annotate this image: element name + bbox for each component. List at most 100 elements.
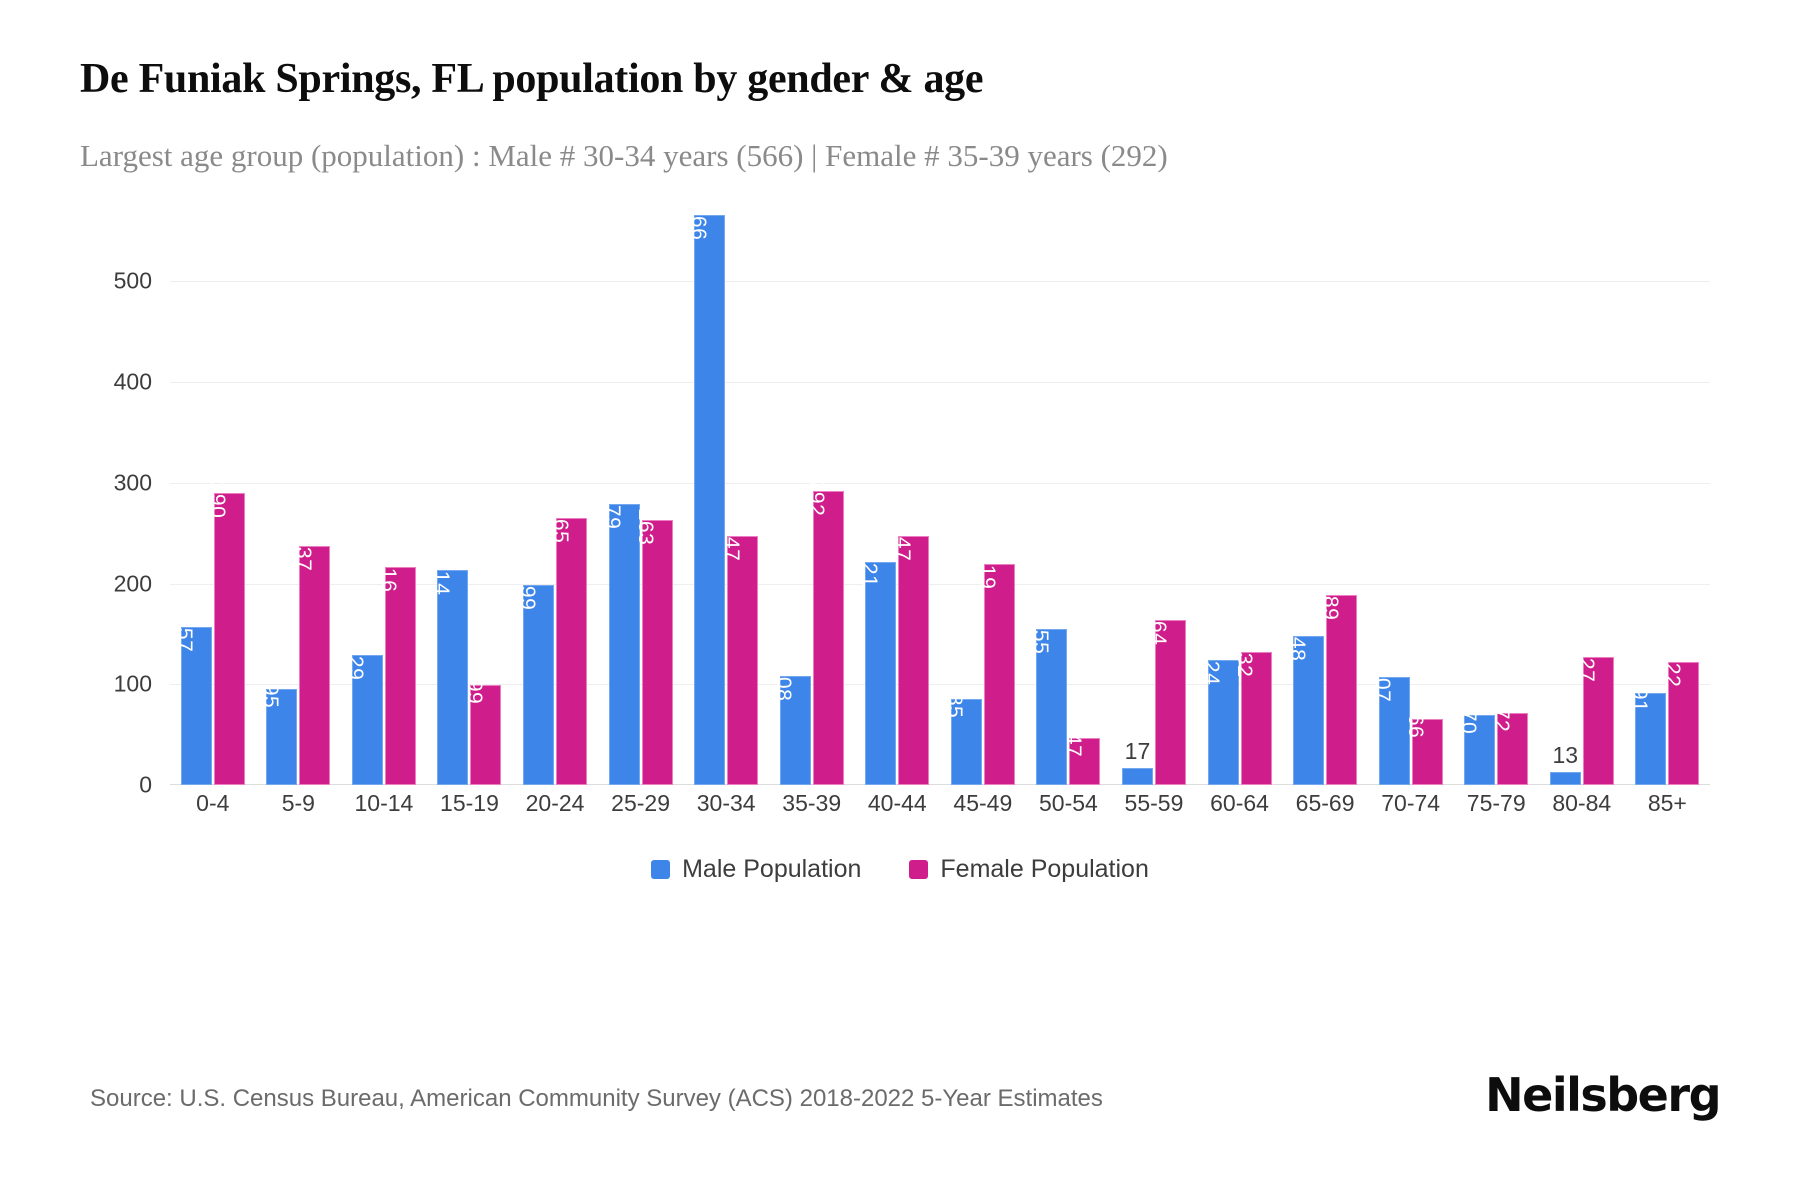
bar-male[interactable]: 221 — [858, 551, 897, 785]
x-axis-tick-label: 10-14 — [354, 790, 414, 816]
bar-value-label: 214 — [429, 558, 453, 595]
bar-group: 95 237 — [256, 215, 342, 785]
bar-female[interactable]: 292 — [805, 480, 844, 785]
bar-female[interactable]: 219 — [976, 553, 1015, 785]
x-axis-tick-label: 0-4 — [196, 790, 230, 816]
legend-label-male: Male Population — [682, 855, 862, 883]
plot-area: 0 100 200 300 400 500 157 290 95 237 129 216 214 99 1… — [114, 204, 1710, 798]
bar-value-label: 124 — [1200, 648, 1224, 686]
chart-legend: Male Population Female Population — [0, 855, 1800, 884]
bar-female[interactable]: 66 — [1404, 713, 1443, 785]
bar-male[interactable]: 129 — [344, 644, 383, 785]
x-axis-tick-label: 85+ — [1647, 790, 1687, 816]
bar-male[interactable]: 95 — [259, 684, 298, 785]
bar-male[interactable]: 566 — [687, 204, 726, 785]
bar-value-label: 247 — [890, 524, 914, 562]
bar-female[interactable]: 237 — [292, 535, 331, 785]
bar-female[interactable]: 247 — [891, 525, 930, 785]
bar-group: 148 189 — [1282, 215, 1368, 785]
bar-male[interactable]: 91 — [1628, 688, 1667, 785]
bar-group: 17 164 — [1111, 215, 1197, 785]
bar-group: 13 127 — [1539, 215, 1625, 785]
bar-value-label: 219 — [976, 553, 1000, 590]
gridline — [170, 482, 1710, 484]
bar-value-label: 566 — [686, 203, 710, 241]
bar-female[interactable]: 247 — [720, 525, 759, 785]
bar-value-label: 17 — [1124, 737, 1151, 764]
bar-value-label: 122 — [1660, 650, 1684, 688]
y-axis-tick-label: 100 — [113, 670, 152, 697]
bar-value-label: 237 — [291, 535, 315, 572]
bar-female[interactable]: 164 — [1147, 609, 1186, 785]
page-title: De Funiak Springs, FL population by gend… — [80, 56, 984, 102]
bar-female[interactable]: 72 — [1490, 707, 1529, 785]
bar-group: 566 247 — [683, 204, 769, 785]
bar-male[interactable]: 85 — [943, 694, 982, 785]
bar-value-label: 189 — [1318, 583, 1342, 620]
bar-male[interactable]: 124 — [1200, 649, 1239, 785]
bar-male[interactable]: 157 — [173, 616, 212, 785]
bar-value-label: 155 — [1028, 617, 1052, 655]
bar-group: 129 216 — [341, 215, 427, 785]
bar-group: 214 99 — [427, 215, 513, 785]
brand-logo: Neilsberg — [1485, 1068, 1721, 1122]
bar-male[interactable]: 108 — [772, 665, 811, 785]
bar-female[interactable]: 189 — [1319, 583, 1358, 785]
bar-value-label: 157 — [173, 615, 197, 653]
bar-male[interactable]: 17 — [1121, 738, 1153, 785]
bar-group: 70 72 — [1453, 215, 1539, 785]
gridline — [170, 281, 1710, 283]
bar-value-label: 164 — [1147, 608, 1171, 646]
x-axis-tick-label: 45-49 — [953, 790, 1013, 816]
bar-female[interactable]: 263 — [634, 509, 673, 785]
bar-value-label: 127 — [1575, 645, 1599, 683]
source-note: Source: U.S. Census Bureau, American Com… — [90, 1085, 1103, 1112]
x-axis-tick-label: 25-29 — [611, 790, 670, 816]
x-axis-tick-label: 35-39 — [782, 790, 842, 816]
legend-item-male[interactable]: Male Population — [651, 855, 861, 884]
x-axis-tick-label: 50-54 — [1038, 790, 1098, 816]
x-axis-tick-label: 40-44 — [867, 790, 927, 816]
bar-female[interactable]: 99 — [463, 680, 502, 785]
bar-male[interactable]: 13 — [1549, 742, 1581, 785]
bar-male[interactable]: 214 — [430, 558, 469, 785]
bar-female[interactable]: 127 — [1575, 646, 1614, 785]
bar-male[interactable]: 107 — [1371, 666, 1410, 785]
bar-male[interactable]: 70 — [1457, 709, 1496, 785]
bar-value-label: 107 — [1371, 665, 1395, 703]
bar-male[interactable]: 279 — [601, 493, 640, 785]
bar-value-label: 216 — [377, 556, 401, 593]
legend-item-female[interactable]: Female Population — [909, 855, 1149, 884]
bar-female[interactable]: 132 — [1233, 641, 1272, 785]
bar-female[interactable]: 47 — [1062, 732, 1101, 785]
bar-male[interactable]: 155 — [1029, 618, 1068, 785]
bar-male[interactable]: 148 — [1286, 625, 1325, 785]
bar-group: 124 132 — [1197, 215, 1283, 785]
gridline — [170, 583, 1710, 585]
legend-label-female: Female Population — [940, 855, 1149, 883]
y-axis-tick-label: 300 — [113, 469, 152, 496]
bar-group: 157 290 — [170, 215, 256, 785]
x-axis-tick-label: 30-34 — [696, 790, 756, 816]
bar-female[interactable]: 265 — [549, 507, 588, 785]
x-axis-tick-label: 80-84 — [1552, 790, 1612, 816]
bar-groups: 157 290 95 237 129 216 214 99 199 265 279 263 566 247… — [170, 204, 1710, 785]
axis-baseline — [170, 784, 1710, 785]
bar-value-label: 95 — [258, 684, 282, 709]
bar-value-label: 221 — [857, 551, 881, 588]
x-axis-tick-label: 55-59 — [1124, 790, 1184, 816]
bar-group: 199 265 — [512, 215, 598, 785]
bar-female[interactable]: 122 — [1661, 651, 1700, 785]
x-axis-ticks: 0-4 5-9 10-14 15-19 20-24 25-29 30-34 35-39 40-4… — [170, 790, 1710, 830]
bar-value-label: 279 — [601, 492, 625, 530]
bar-female[interactable]: 290 — [206, 482, 245, 785]
bar-group: 221 247 — [855, 215, 941, 785]
x-axis-tick-label: 5-9 — [281, 790, 315, 816]
bar-female[interactable]: 216 — [377, 556, 416, 785]
bar-value-label: 290 — [206, 481, 230, 519]
bar-value-label: 70 — [1456, 709, 1480, 734]
bar-male[interactable]: 199 — [516, 573, 555, 785]
bar-value-label: 108 — [772, 664, 796, 702]
x-axis-tick-label: 15-19 — [440, 790, 499, 816]
